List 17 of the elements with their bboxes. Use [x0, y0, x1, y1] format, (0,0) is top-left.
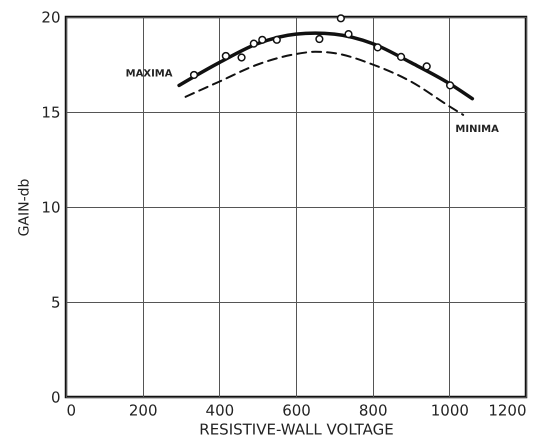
x-tick-label: 200	[128, 402, 158, 420]
x-tick-label: 400	[206, 402, 234, 420]
line-series	[177, 31, 474, 100]
x-tick-label: 0	[66, 402, 76, 420]
y-tick-label: 5	[50, 294, 60, 312]
line-series	[184, 50, 464, 116]
y-tick-label: 15	[41, 104, 60, 122]
y-axis-title: GAIN-db	[16, 178, 32, 236]
y-tick-label: 0	[50, 388, 60, 406]
y-tick-label: 20	[41, 8, 60, 26]
x-tick-label: 800	[358, 402, 388, 420]
y-tick-label: 10	[41, 198, 60, 216]
x-tick-label: 600	[282, 402, 311, 420]
x-axis-title: RESISTIVE-WALL VOLTAGE	[199, 420, 394, 438]
series-label: MINIMA	[455, 124, 500, 135]
x-tick-label: 1000	[430, 402, 469, 420]
x-tick-label: 1200	[488, 402, 526, 420]
